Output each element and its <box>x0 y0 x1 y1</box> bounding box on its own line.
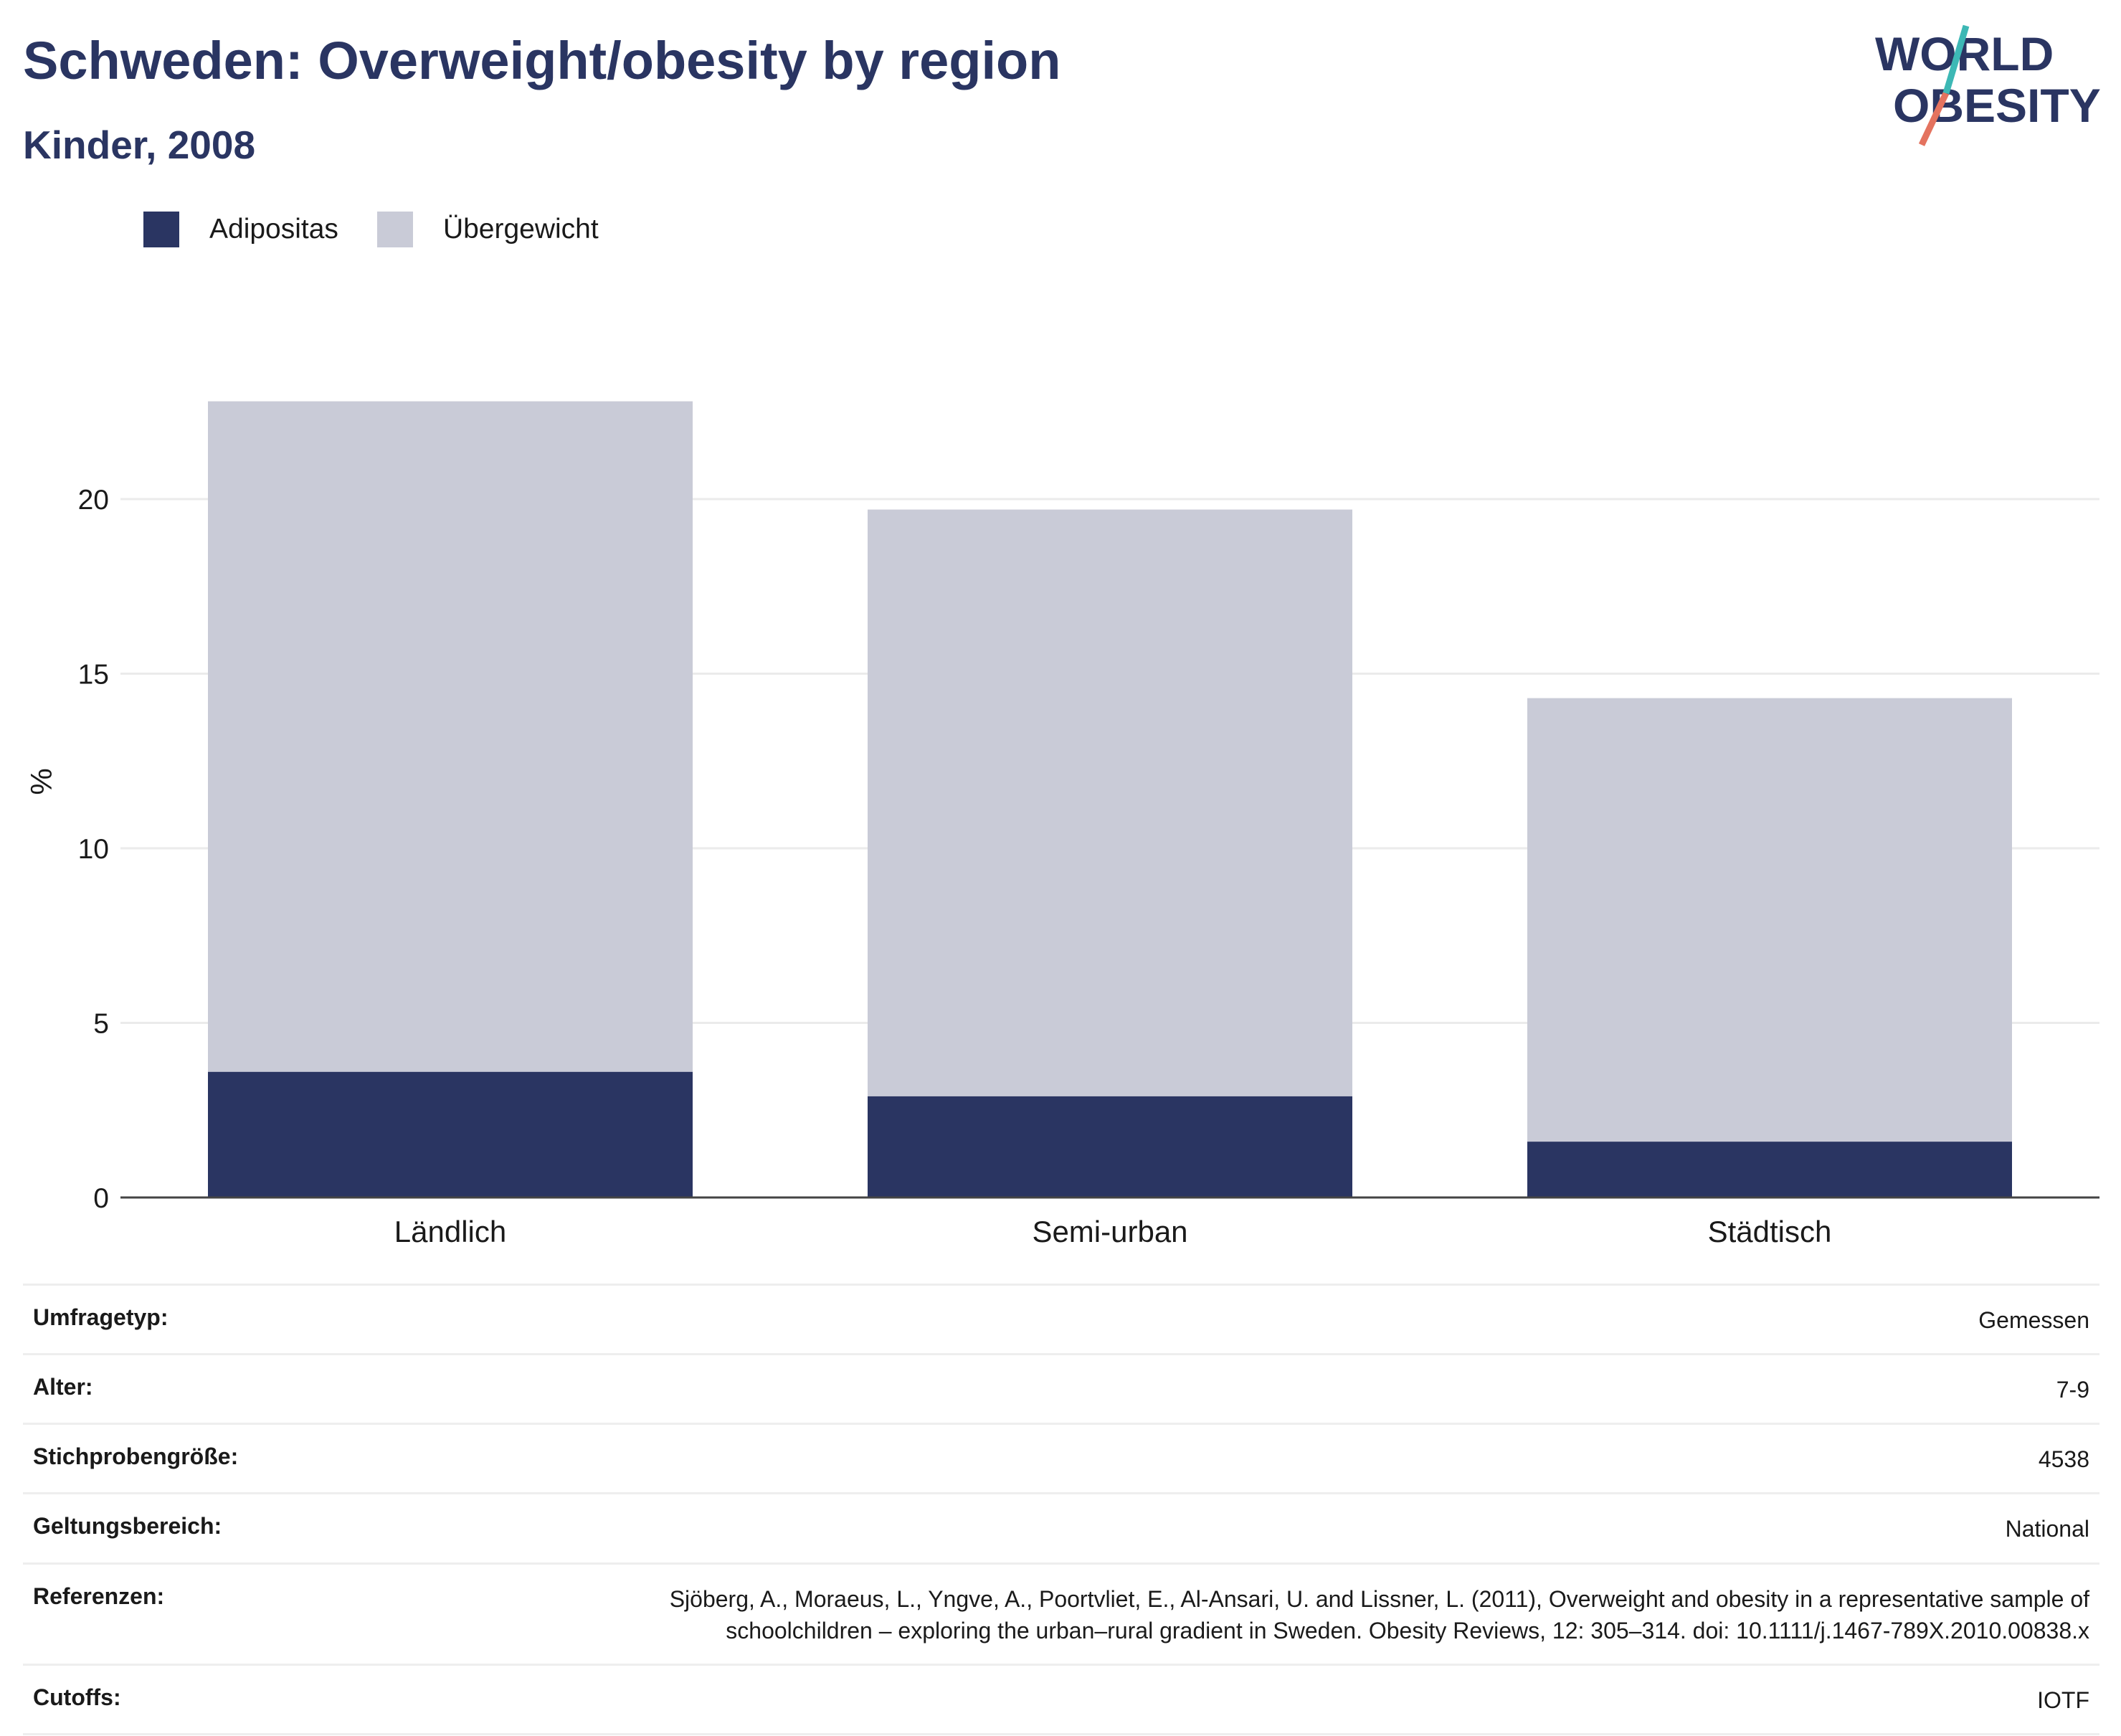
info-row-sample-size: Stichprobengröße: 4538 <box>23 1425 2099 1495</box>
bar-obesity <box>868 1096 1352 1197</box>
x-tick-label: Semi-urban <box>1032 1215 1187 1248</box>
x-tick-label: Ländlich <box>394 1215 506 1248</box>
info-key: Alter: <box>33 1374 93 1400</box>
axes: 0 5 10 15 20% Ländlich Semi-urban Städtisch <box>24 485 2099 1248</box>
legend-item-obesity: Adipositas <box>143 212 338 247</box>
bar-obesity <box>208 1071 693 1197</box>
svg-text:OBESITY: OBESITY <box>1893 79 2101 132</box>
legend-item-overweight: Übergewicht <box>376 212 599 247</box>
world-obesity-logo: WORLD OBESITY <box>1875 24 2101 146</box>
info-key: Cutoffs: <box>33 1684 121 1710</box>
info-key: Stichprobengröße: <box>33 1443 239 1470</box>
bar-overweight <box>868 509 1352 1096</box>
chart-legend: Adipositas Übergewicht <box>143 212 637 247</box>
y-axis-label: % <box>24 768 58 795</box>
legend-swatch-obesity <box>143 212 179 247</box>
y-tick-label: 5 <box>93 1009 109 1040</box>
info-value: Sjöberg, A., Moraeus, L., Yngve, A., Poo… <box>669 1585 2089 1643</box>
info-key: Geltungsbereich: <box>33 1513 222 1540</box>
info-row-cutoffs: Cutoffs: IOTF <box>23 1666 2099 1736</box>
x-tick-label: Städtisch <box>1708 1215 1832 1248</box>
info-row-references: Referenzen: Sjöberg, A., Moraeus, L., Yn… <box>23 1565 2099 1666</box>
legend-label-obesity: Adipositas <box>209 214 338 245</box>
y-tick-label: 15 <box>78 660 109 691</box>
chart-title: Schweden: Overweight/obesity by region <box>23 31 1061 90</box>
info-row-survey-type: Umfragetyp: Gemessen <box>23 1286 2099 1356</box>
info-key: Umfragetyp: <box>33 1304 169 1330</box>
y-tick-label: 0 <box>93 1183 109 1214</box>
info-value: 7-9 <box>2056 1377 2089 1403</box>
bars <box>208 401 2012 1197</box>
info-row-age: Alter: 7-9 <box>23 1355 2099 1426</box>
bar-overweight <box>208 401 693 1072</box>
chart-subtitle: Kinder, 2008 <box>23 123 256 167</box>
y-tick-label: 20 <box>78 485 109 516</box>
y-tick-label: 10 <box>78 834 109 865</box>
info-table: Umfragetyp: Gemessen Alter: 7-9 Stichpro… <box>23 1284 2099 1736</box>
info-value: Gemessen <box>1978 1307 2089 1333</box>
stacked-bar-chart: 0 5 10 15 20% Ländlich Semi-urban Städtisch <box>24 401 2099 1248</box>
info-value: IOTF <box>2037 1687 2089 1713</box>
legend-label-overweight: Übergewicht <box>442 214 599 245</box>
info-row-coverage: Geltungsbereich: National <box>23 1494 2099 1565</box>
info-key: Referenzen: <box>33 1583 165 1609</box>
bar-overweight <box>1527 698 2012 1142</box>
bar-obesity <box>1527 1142 2012 1197</box>
info-value: 4538 <box>2038 1446 2089 1473</box>
legend-swatch-overweight <box>376 212 413 247</box>
info-value: National <box>2005 1516 2089 1542</box>
